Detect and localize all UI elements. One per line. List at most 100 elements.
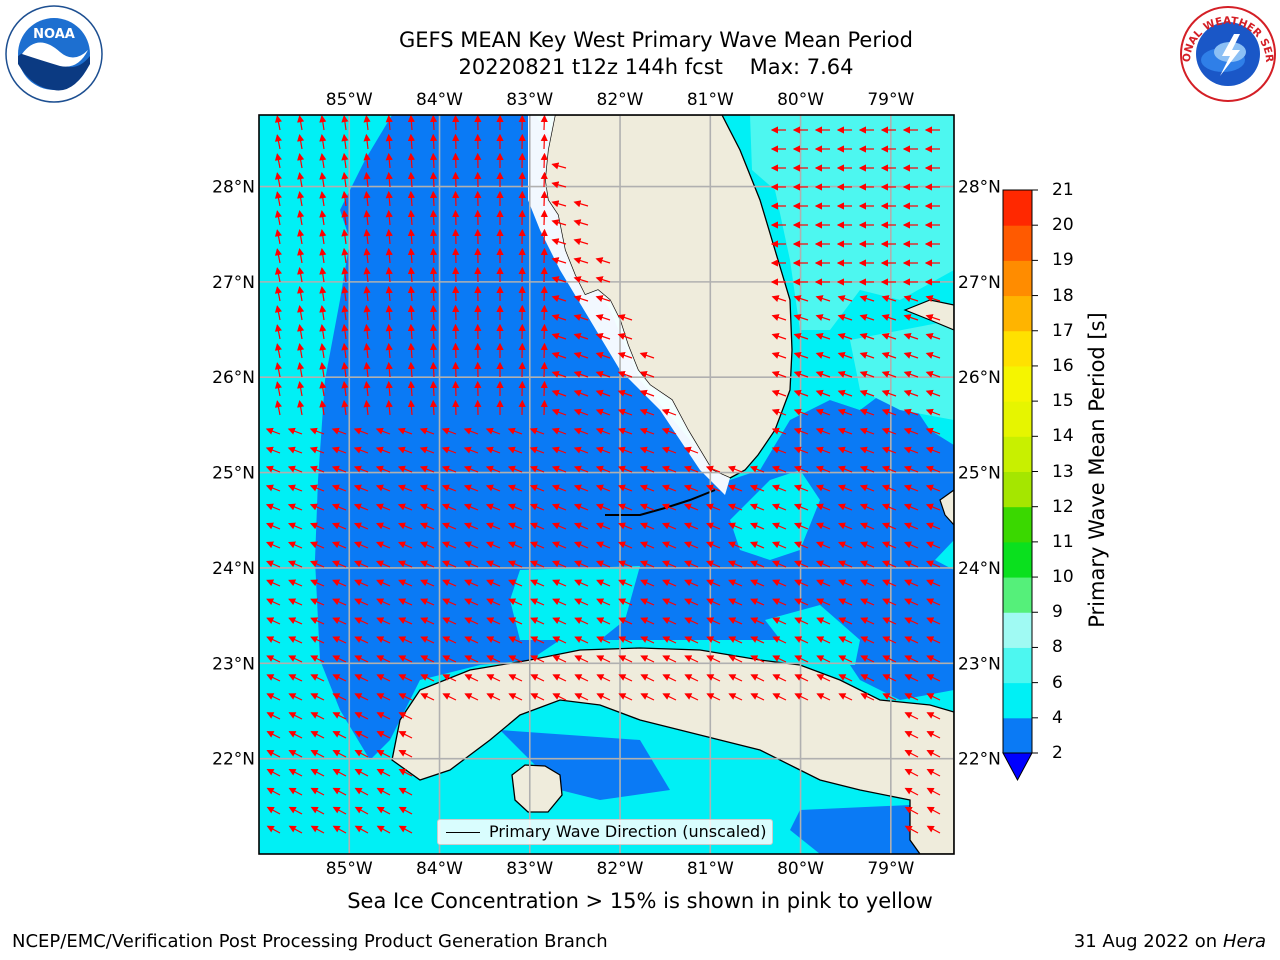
wave-direction-arrow <box>816 579 831 587</box>
wave-direction-arrow <box>331 465 347 473</box>
colorbar-label: Primary Wave Mean Period [s] <box>1085 312 1109 628</box>
wave-direction-arrow <box>837 560 853 568</box>
wave-direction-arrow <box>859 370 875 378</box>
wave-direction-arrow <box>540 399 548 416</box>
wave-direction-arrow <box>540 380 548 397</box>
wave-direction-arrow <box>429 115 438 131</box>
wave-direction-arrow <box>310 768 325 777</box>
wave-direction-arrow <box>288 598 303 606</box>
wave-direction-arrow <box>376 731 391 739</box>
wave-direction-arrow <box>904 579 919 587</box>
wave-direction-arrow <box>706 617 721 625</box>
wave-direction-arrow <box>772 617 787 625</box>
wave-direction-arrow <box>925 503 941 511</box>
wave-direction-arrow <box>837 446 853 454</box>
wave-direction-arrow <box>815 351 831 359</box>
wave-direction-arrow <box>661 541 677 549</box>
wave-direction-arrow <box>882 655 897 663</box>
wave-direction-arrow <box>452 380 460 397</box>
wave-direction-arrow <box>771 522 787 530</box>
wave-direction-arrow <box>463 503 479 511</box>
wave-direction-arrow <box>398 655 413 663</box>
wave-direction-arrow <box>297 381 305 397</box>
wave-direction-arrow <box>574 674 589 682</box>
wave-direction-arrow <box>860 674 875 682</box>
wave-direction-arrow <box>706 655 721 663</box>
wave-direction-arrow <box>551 257 567 265</box>
colorbar-tick-label: 4 <box>1052 707 1063 728</box>
wave-direction-arrow <box>310 693 325 701</box>
wave-direction-arrow <box>772 693 787 701</box>
wave-direction-arrow <box>551 351 567 359</box>
colorbar-segment <box>1003 190 1032 226</box>
wave-direction-arrow <box>287 522 303 530</box>
wave-direction-arrow <box>288 655 303 663</box>
wave-direction-arrow <box>595 370 611 378</box>
wave-direction-arrow <box>274 267 282 283</box>
wave-direction-arrow <box>551 370 567 378</box>
wave-direction-arrow <box>407 285 415 302</box>
wave-direction-arrow <box>363 115 371 131</box>
wave-direction-arrow <box>882 579 897 587</box>
wave-direction-arrow <box>926 579 941 587</box>
wave-direction-arrow <box>310 712 325 720</box>
wave-direction-arrow <box>639 484 655 492</box>
wave-direction-arrow <box>354 655 369 663</box>
wave-direction-arrow <box>397 522 413 530</box>
wave-direction-arrow <box>297 172 305 188</box>
wave-direction-arrow <box>265 465 281 473</box>
wave-direction-arrow <box>407 115 415 131</box>
wave-direction-arrow <box>274 229 282 245</box>
wave-direction-arrow <box>727 560 743 568</box>
wave-direction-arrow <box>398 674 413 682</box>
wave-direction-arrow <box>353 541 369 549</box>
wave-direction-arrow <box>310 806 325 815</box>
colorbar-tick-label: 2 <box>1052 743 1063 763</box>
lat-label-right: 23°N <box>958 654 1001 674</box>
wave-direction-arrow <box>837 484 853 492</box>
wave-direction-arrow <box>331 560 347 568</box>
wave-direction-arrow <box>551 560 567 568</box>
wave-direction-arrow <box>508 579 523 587</box>
wave-direction-arrow <box>385 380 393 397</box>
wave-direction-arrow <box>266 731 281 739</box>
wave-direction-arrow <box>375 503 391 511</box>
wave-direction-arrow <box>341 323 349 340</box>
wave-direction-arrow <box>508 636 523 644</box>
wave-direction-arrow <box>319 115 327 131</box>
wave-direction-arrow <box>441 560 457 568</box>
wave-direction-arrow <box>319 134 327 150</box>
wave-direction-arrow <box>463 484 479 492</box>
wave-direction-arrow <box>617 484 633 492</box>
wave-direction-arrow <box>397 503 413 511</box>
wave-direction-arrow <box>363 247 371 264</box>
lat-label-left: 28°N <box>212 178 255 198</box>
wave-direction-arrow <box>375 522 391 530</box>
wave-direction-arrow <box>452 304 460 321</box>
wave-direction-arrow <box>319 305 327 321</box>
colorbar-extend-arrow <box>1002 752 1033 782</box>
wave-direction-arrow <box>332 806 347 815</box>
wave-direction-arrow <box>926 655 941 663</box>
wave-direction-arrow <box>551 408 567 416</box>
wave-direction-arrow <box>407 266 415 283</box>
colorbar-segment <box>1003 365 1032 402</box>
wave-direction-arrow <box>274 248 282 264</box>
wave-direction-arrow <box>452 266 460 283</box>
wave-direction-arrow <box>297 324 305 340</box>
wave-direction-arrow <box>596 636 611 644</box>
wave-direction-arrow <box>837 408 853 416</box>
wave-direction-arrow <box>441 522 457 530</box>
wave-direction-arrow <box>309 522 325 530</box>
wave-direction-arrow <box>274 153 282 169</box>
wave-direction-arrow <box>771 503 787 511</box>
lat-label-left: 26°N <box>212 368 255 388</box>
colorbar-tick-label: 16 <box>1052 355 1074 376</box>
wave-direction-arrow <box>640 674 655 682</box>
wave-direction-arrow <box>617 522 633 530</box>
wave-direction-arrow <box>837 427 853 435</box>
wave-direction-arrow <box>332 787 347 796</box>
wave-direction-arrow <box>794 674 809 682</box>
wave-direction-arrow <box>309 560 325 568</box>
wave-direction-arrow <box>442 617 457 625</box>
